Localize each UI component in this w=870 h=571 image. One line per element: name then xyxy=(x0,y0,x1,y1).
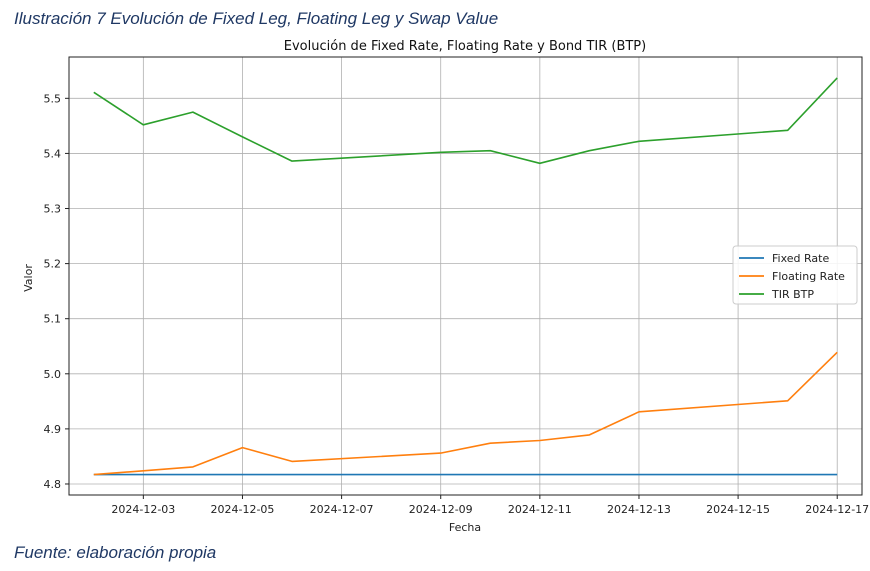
y-axis-title: Valor xyxy=(22,264,35,292)
x-tick-label: 2024-12-15 xyxy=(706,503,770,516)
y-tick-label: 5.5 xyxy=(44,92,62,105)
series-line-floating-rate xyxy=(93,351,838,476)
legend-label-fixed-rate: Fixed Rate xyxy=(772,252,829,265)
plot-frame xyxy=(68,56,863,496)
y-tick-label: 4.8 xyxy=(44,478,62,491)
y-tick-label: 5.4 xyxy=(44,147,62,160)
legend-label-floating-rate: Floating Rate xyxy=(772,270,845,283)
chart-title: Evolución de Fixed Rate, Floating Rate y… xyxy=(284,39,646,54)
y-tick-label: 4.9 xyxy=(44,423,62,436)
y-tick-label: 5.2 xyxy=(44,258,62,271)
y-tick-label: 5.0 xyxy=(44,368,62,381)
x-axis-ticks: 2024-12-03 2024-12-05 2024-12-07 2024-12-09… xyxy=(111,495,869,516)
x-tick-label: 2024-12-03 xyxy=(111,503,175,516)
x-tick-label: 2024-12-09 xyxy=(409,503,473,516)
y-axis-ticks: 4.8 4.9 5.0 5.1 5.2 5.3 5.4 5.5 xyxy=(44,92,69,491)
x-tick-label: 2024-12-17 xyxy=(805,503,869,516)
x-tick-label: 2024-12-05 xyxy=(211,503,275,516)
plot-background xyxy=(69,57,862,495)
figure-source: Fuente: elaboración propia xyxy=(14,543,217,562)
figure-caption: Ilustración 7 Evolución de Fixed Leg, Fl… xyxy=(14,9,499,28)
plot-area xyxy=(68,56,863,496)
series-line-tir-btp xyxy=(93,77,838,165)
y-tick-label: 5.1 xyxy=(44,313,62,326)
x-tick-label: 2024-12-13 xyxy=(607,503,671,516)
x-tick-label: 2024-12-11 xyxy=(508,503,572,516)
legend: Fixed Rate Floating Rate TIR BTP xyxy=(732,245,858,305)
x-axis-title: Fecha xyxy=(449,521,481,534)
legend-label-tir-btp: TIR BTP xyxy=(771,288,814,301)
y-tick-label: 5.3 xyxy=(44,203,62,216)
series-lines xyxy=(93,77,838,476)
x-tick-label: 2024-12-07 xyxy=(310,503,374,516)
legend-box xyxy=(732,245,858,305)
